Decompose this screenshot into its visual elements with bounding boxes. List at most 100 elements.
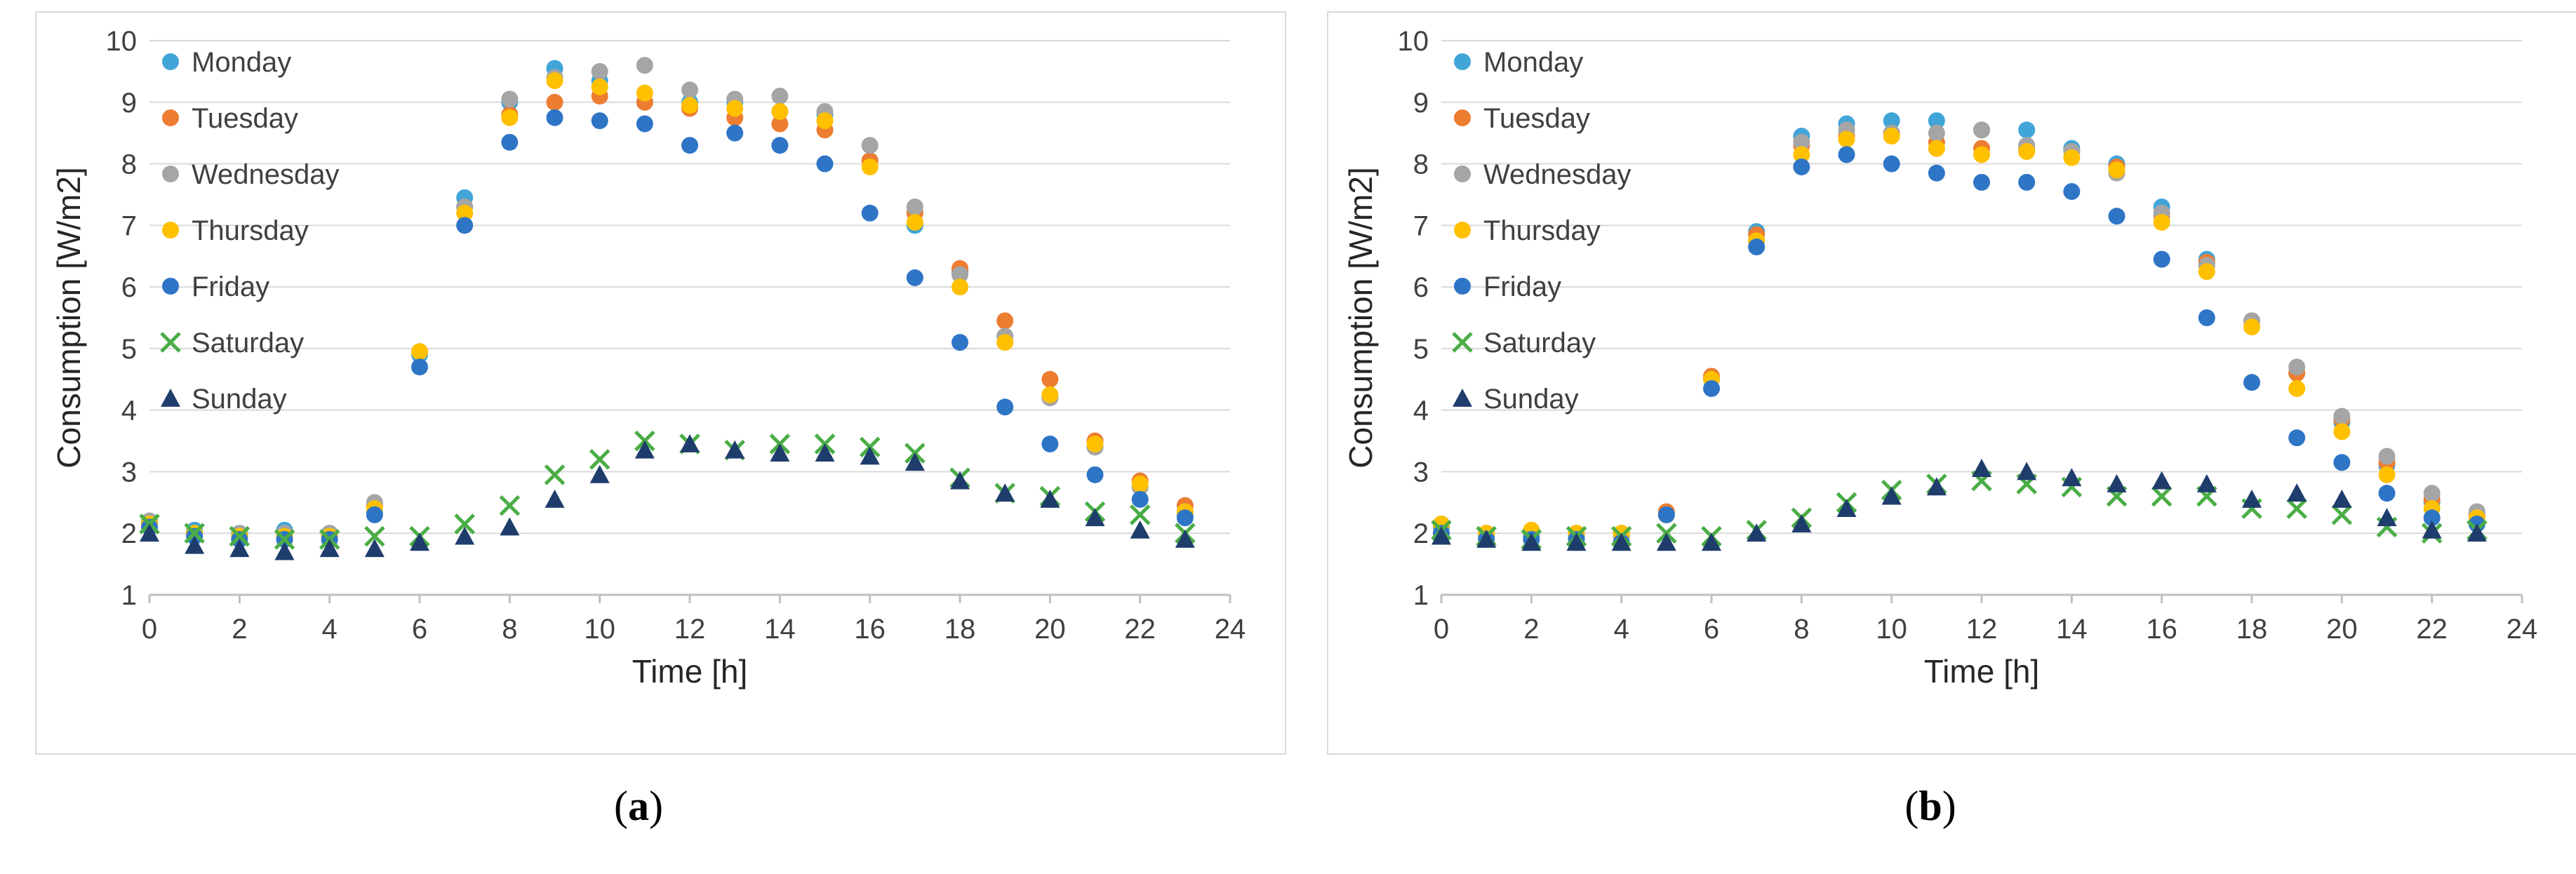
data-point-saturday xyxy=(499,495,521,516)
data-point-saturday-stroke xyxy=(2151,485,2173,507)
data-point-saturday-stroke xyxy=(229,525,251,547)
data-point-sunday xyxy=(1476,530,1497,548)
data-point-thursday xyxy=(2018,143,2036,160)
data-point-thursday xyxy=(546,72,563,90)
caption-b-open: ( xyxy=(1904,783,1919,829)
data-point-thursday xyxy=(2198,263,2215,281)
data-point-friday xyxy=(861,204,879,222)
legend-marker-monday xyxy=(1454,53,1471,70)
data-point-thursday xyxy=(2378,466,2396,483)
series-friday xyxy=(1433,146,2485,551)
data-point-wednesday xyxy=(501,90,519,108)
x-tick-label: 2 xyxy=(232,614,247,645)
caption-b-close: ) xyxy=(1942,783,1956,829)
data-point-friday xyxy=(411,358,428,376)
data-point-saturday xyxy=(229,525,251,547)
data-point-wednesday xyxy=(861,137,879,154)
data-point-wednesday xyxy=(591,62,608,80)
data-point-sunday xyxy=(274,542,295,560)
x-tick-label: 16 xyxy=(2146,614,2177,645)
data-point-friday xyxy=(1928,164,1945,182)
data-point-thursday xyxy=(1041,386,1059,403)
y-tick-label: 3 xyxy=(121,457,137,488)
legend-marker-wednesday xyxy=(162,166,179,182)
data-point-friday xyxy=(2378,485,2396,502)
data-point-saturday xyxy=(1129,504,1151,525)
x-tick-label: 14 xyxy=(2056,614,2088,645)
data-point-thursday xyxy=(771,102,789,120)
data-point-wednesday xyxy=(906,199,923,215)
legend-label-wednesday: Wednesday xyxy=(1483,159,1631,190)
legend-marker-saturday-stroke xyxy=(160,332,181,353)
data-point-thursday xyxy=(501,109,519,126)
legend-marker-friday xyxy=(1454,278,1471,295)
legend-marker-thursday xyxy=(162,222,179,238)
y-axis-title: Consumption [W/m2] xyxy=(51,167,87,468)
x-tick-label: 20 xyxy=(2326,614,2358,645)
legend-label-sunday: Sunday xyxy=(192,384,287,415)
series-wednesday xyxy=(141,57,1194,542)
data-point-saturday xyxy=(2286,498,2307,519)
data-point-thursday xyxy=(1883,128,1900,145)
legend-marker-saturday-stroke xyxy=(1452,332,1473,353)
legend-marker-wednesday xyxy=(1454,166,1471,182)
x-tick-label: 0 xyxy=(1434,614,1449,645)
y-tick-label: 10 xyxy=(106,26,138,57)
y-tick-label: 3 xyxy=(1413,457,1429,488)
data-point-tuesday xyxy=(771,115,789,133)
data-point-sunday xyxy=(1926,477,1947,496)
x-tick-label: 12 xyxy=(674,614,706,645)
data-point-friday xyxy=(2153,250,2170,268)
data-point-sunday xyxy=(680,433,700,452)
data-point-saturday xyxy=(364,525,385,547)
data-point-friday xyxy=(546,109,563,126)
y-tick-label: 7 xyxy=(121,210,137,241)
data-point-saturday xyxy=(184,523,205,544)
legend-label-saturday: Saturday xyxy=(1483,328,1596,358)
y-tick-label: 4 xyxy=(121,396,137,426)
data-point-saturday xyxy=(544,464,566,485)
data-point-sunday xyxy=(2242,489,2262,508)
data-point-friday xyxy=(2198,309,2215,326)
data-point-saturday-stroke xyxy=(364,525,385,547)
data-point-thursday xyxy=(591,78,608,95)
data-point-monday xyxy=(1928,112,1945,130)
chart-panel-a: 1 2 3 4 5 6 7 8 9 10 0 2 4 6 8 10 12 14 16 18 20 22 24 Time [h]… xyxy=(35,11,1286,755)
data-point-wednesday xyxy=(771,88,789,105)
data-point-thursday xyxy=(636,84,653,102)
data-point-friday xyxy=(636,115,653,133)
legend-marker-thursday xyxy=(1454,222,1471,238)
caption-a: (a) xyxy=(568,782,709,831)
legend-marker-tuesday xyxy=(1454,109,1471,126)
legend-label-friday: Friday xyxy=(192,271,269,302)
series-sunday xyxy=(140,433,1195,560)
data-point-thursday xyxy=(1928,140,1945,157)
legend-marker-tuesday xyxy=(162,109,179,126)
data-point-sunday xyxy=(1836,499,1857,518)
data-point-saturday-stroke xyxy=(499,495,521,516)
data-point-sunday xyxy=(185,535,205,554)
data-point-thursday xyxy=(906,213,923,231)
data-point-sunday xyxy=(500,517,520,536)
x-tick-label: 20 xyxy=(1034,614,1066,645)
y-tick-label: 6 xyxy=(1413,272,1429,303)
x-tick-label: 0 xyxy=(142,614,157,645)
data-point-sunday xyxy=(2287,483,2307,502)
data-point-thursday xyxy=(681,97,698,114)
data-point-sunday xyxy=(1702,532,1721,551)
data-point-wednesday xyxy=(1928,124,1945,142)
data-point-sunday xyxy=(2422,520,2442,539)
y-tick-label: 8 xyxy=(121,149,137,180)
data-point-friday xyxy=(2018,173,2036,191)
data-point-friday xyxy=(906,269,923,286)
data-point-tuesday xyxy=(1041,370,1059,388)
data-point-friday xyxy=(591,112,608,130)
legend-label-thursday: Thursday xyxy=(192,215,309,246)
x-tick-label: 24 xyxy=(2507,614,2538,645)
data-point-friday xyxy=(456,217,474,234)
data-point-friday xyxy=(1086,466,1104,483)
data-point-sunday xyxy=(140,523,159,542)
caption-a-letter: a xyxy=(628,783,649,829)
data-point-thursday xyxy=(2153,213,2170,231)
data-point-saturday-stroke xyxy=(454,513,475,535)
